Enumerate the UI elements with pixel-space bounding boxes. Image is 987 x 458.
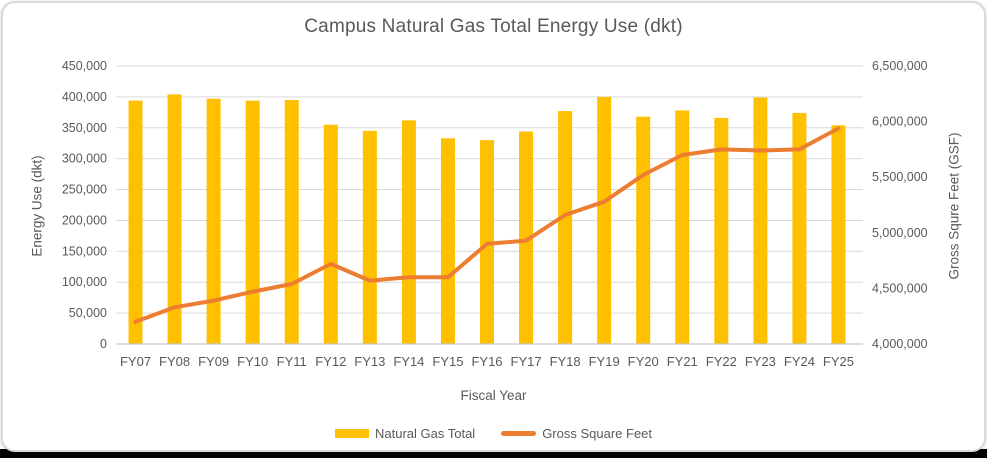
legend-item-natural-gas: Natural Gas Total [334, 425, 476, 441]
bar-FY17 [519, 131, 534, 344]
x-axis-tick-label: FY24 [784, 354, 815, 369]
bar-FY23 [753, 97, 768, 344]
y-axis-tick-label: 100,000 [62, 275, 107, 289]
x-axis-tick-label: FY22 [706, 354, 737, 369]
bar-FY19 [597, 96, 612, 344]
secondary-y-axis-tick-label: 6,500,000 [872, 59, 928, 73]
x-axis-tick-label: FY11 [277, 354, 307, 369]
x-axis-tick-label: FY21 [667, 354, 698, 369]
x-axis-title: Fiscal Year [460, 388, 527, 403]
x-axis-tick-label: FY14 [393, 354, 424, 369]
x-axis-tick-label: FY09 [198, 354, 229, 369]
x-axis-tick-label: FY20 [628, 354, 659, 369]
x-axis-tick-label: FY15 [432, 354, 463, 369]
x-axis-tick-label: FY17 [511, 354, 542, 369]
x-axis-tick-label: FY18 [550, 354, 581, 369]
bar-FY18 [558, 111, 573, 344]
x-axis-tick-label: FY25 [823, 354, 854, 369]
y-axis-tick-label: 300,000 [62, 152, 107, 166]
y-axis-tick-label: 200,000 [62, 213, 107, 227]
bar-FY22 [714, 117, 729, 344]
gross-square-feet-line [133, 126, 841, 324]
window-edge-strip [0, 449, 987, 458]
x-axis-tick-label: FY13 [354, 354, 385, 369]
y-axis-tick-label: 400,000 [62, 90, 107, 104]
y-axis-tick-label: 350,000 [62, 121, 107, 135]
bar-FY25 [831, 125, 846, 344]
y-axis-tick-label: 150,000 [62, 244, 107, 258]
x-axis-tick-label: FY23 [745, 354, 776, 369]
y-axis-tick-label: 250,000 [62, 183, 107, 197]
bar-FY14 [401, 120, 416, 344]
y-axis-tick-label: 450,000 [62, 59, 107, 73]
legend-label-natural-gas: Natural Gas Total [374, 425, 476, 441]
bar-FY11 [284, 99, 299, 344]
secondary-y-axis-tick-label: 4,500,000 [872, 281, 928, 295]
legend-label-gross-square-feet: Gross Square Feet [542, 425, 653, 441]
x-axis-tick-label: FY07 [120, 354, 151, 369]
bar-FY21 [675, 110, 690, 344]
plot-area: 0 50,000 100,000 150,000 200,000 250,000 300,0… [62, 59, 928, 369]
legend: Natural Gas Total Gross Square Feet [3, 424, 984, 442]
bar-FY13 [362, 130, 377, 344]
bar-FY20 [636, 116, 651, 344]
secondary-y-axis-tick-label: 5,000,000 [872, 226, 928, 240]
y-axis-tick-label: 0 [100, 337, 107, 351]
x-axis-tick-label: FY08 [159, 354, 190, 369]
secondary-y-axis-tick-label: 5,500,000 [872, 170, 928, 184]
x-axis-tick-label: FY19 [589, 354, 620, 369]
bar-FY10 [245, 100, 260, 345]
x-axis-tick-label: FY16 [471, 354, 502, 369]
secondary-y-axis-tick-label: 6,000,000 [872, 115, 928, 129]
secondary-y-axis-tick-label: 4,000,000 [872, 337, 928, 351]
bar-series-swatch [334, 428, 369, 438]
line-series-swatch [501, 430, 537, 436]
bar-FY15 [440, 138, 455, 344]
x-axis-tick-label: FY10 [237, 354, 268, 369]
bar-FY07 [128, 100, 143, 345]
y-axis-tick-label: 50,000 [69, 306, 107, 320]
bar-FY09 [206, 98, 221, 345]
bar-FY08 [167, 94, 182, 344]
legend-item-gross-square-feet: Gross Square Feet [501, 426, 652, 441]
chart-title: Campus Natural Gas Total Energy Use (dkt… [304, 16, 683, 37]
bar-FY24 [792, 112, 807, 344]
bar-FY12 [323, 124, 338, 344]
x-axis-tick-label: FY12 [315, 354, 346, 369]
